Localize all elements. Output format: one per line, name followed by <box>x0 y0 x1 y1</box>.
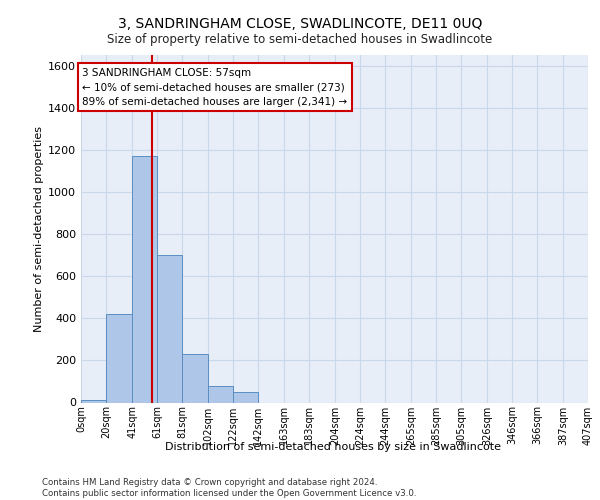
Y-axis label: Number of semi-detached properties: Number of semi-detached properties <box>34 126 44 332</box>
Text: Distribution of semi-detached houses by size in Swadlincote: Distribution of semi-detached houses by … <box>165 442 501 452</box>
Text: Size of property relative to semi-detached houses in Swadlincote: Size of property relative to semi-detach… <box>107 34 493 46</box>
Bar <box>132 156 157 402</box>
Text: 3, SANDRINGHAM CLOSE, SWADLINCOTE, DE11 0UQ: 3, SANDRINGHAM CLOSE, SWADLINCOTE, DE11 … <box>118 18 482 32</box>
Bar <box>233 392 258 402</box>
Bar <box>182 354 208 403</box>
Bar <box>208 386 233 402</box>
Bar <box>157 255 182 402</box>
Bar <box>81 400 106 402</box>
Text: Contains HM Land Registry data © Crown copyright and database right 2024.
Contai: Contains HM Land Registry data © Crown c… <box>42 478 416 498</box>
Bar <box>106 314 132 402</box>
Text: 3 SANDRINGHAM CLOSE: 57sqm
← 10% of semi-detached houses are smaller (273)
89% o: 3 SANDRINGHAM CLOSE: 57sqm ← 10% of semi… <box>82 68 347 107</box>
